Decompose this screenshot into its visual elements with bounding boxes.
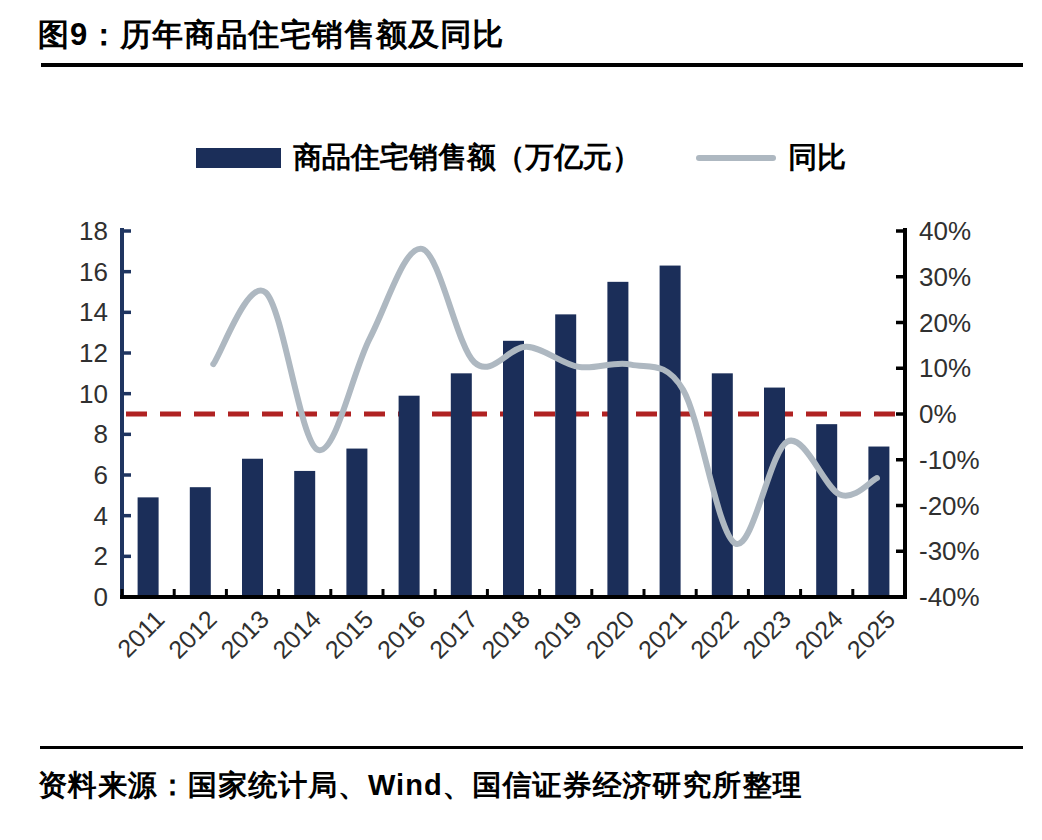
x-axis-year-label: 2018 [476, 605, 535, 664]
chart-title: 图9：历年商品住宅销售额及同比 [38, 14, 504, 56]
right-axis-label: -30% [919, 536, 980, 566]
x-axis-year-label: 2017 [424, 605, 483, 664]
left-axis-label: 12 [79, 338, 108, 368]
bar-2016 [399, 396, 420, 597]
x-axis-year-label: 2016 [372, 605, 431, 664]
left-axis-label: 18 [79, 216, 108, 246]
right-axis-label: 40% [919, 216, 971, 246]
legend-line-swatch-icon [696, 155, 776, 161]
source-note: 资料来源：国家统计局、Wind、国信证券经济研究所整理 [38, 766, 803, 806]
legend-item-sales: 商品住宅销售额（万亿元） [196, 138, 641, 178]
x-axis-year-label: 2015 [319, 605, 378, 664]
right-axis-label: 10% [919, 353, 971, 383]
x-axis-year-label: 2014 [267, 605, 326, 664]
right-axis-label: 0% [919, 399, 957, 429]
right-axis-label: 20% [919, 308, 971, 338]
left-axis-label: 10 [79, 379, 108, 409]
legend-bar-swatch-icon [196, 148, 281, 168]
bar-2025 [868, 447, 889, 597]
bar-2012 [190, 487, 211, 597]
left-axis-label: 0 [94, 582, 108, 612]
bar-2020 [607, 282, 628, 597]
bar-2021 [660, 266, 681, 597]
bar-2011 [138, 497, 159, 597]
legend-yoy-label: 同比 [788, 138, 846, 178]
right-axis-label: -20% [919, 491, 980, 521]
legend-sales-label: 商品住宅销售额（万亿元） [293, 138, 641, 178]
bar-2013 [242, 459, 263, 597]
title-underline [41, 63, 1023, 67]
x-axis-year-label: 2013 [215, 605, 274, 664]
legend-item-yoy: 同比 [696, 138, 846, 178]
left-axis-label: 4 [94, 501, 108, 531]
bar-2024 [816, 424, 837, 597]
x-axis-year-label: 2023 [737, 605, 796, 664]
bar-2017 [451, 373, 472, 597]
bar-2018 [503, 341, 524, 597]
right-axis-label: 30% [919, 262, 971, 292]
bar-2023 [764, 388, 785, 597]
source-divider [40, 746, 1023, 749]
chart-legend: 商品住宅销售额（万亿元） 同比 [0, 138, 1042, 178]
x-axis-year-label: 2024 [789, 605, 848, 664]
bar-2014 [294, 471, 315, 597]
chart-canvas: 18 16 14 12 10 8 6 4 2 0 40% 30% 20% 10% 0% -10% -20% -30… [0, 200, 1042, 700]
x-axis-year-label: 2011 [112, 605, 170, 663]
bar-2015 [346, 449, 367, 597]
right-axis-label: -40% [919, 582, 980, 612]
figure-page: 图9：历年商品住宅销售额及同比 商品住宅销售额（万亿元） 同比 18 16 14 12… [0, 0, 1042, 840]
x-axis-year-label: 2022 [685, 605, 744, 664]
left-axis-label: 2 [94, 541, 108, 571]
x-axis-year-label: 2012 [163, 605, 222, 664]
right-axis-label: -10% [919, 445, 980, 475]
left-axis-label: 14 [79, 297, 108, 327]
left-axis-label: 6 [94, 460, 108, 490]
x-axis-year-label: 2025 [841, 605, 900, 664]
x-axis-year-label: 2019 [528, 605, 587, 664]
left-axis-label: 16 [79, 257, 108, 287]
x-axis-year-label: 2021 [633, 605, 692, 664]
left-axis-label: 8 [94, 419, 108, 449]
x-axis-year-label: 2020 [580, 605, 639, 664]
